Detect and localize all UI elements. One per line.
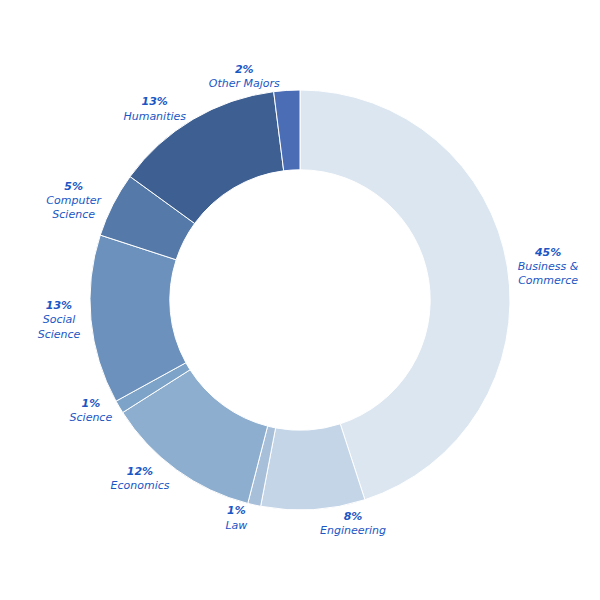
svg-text:12%Economics: 12%Economics — [110, 465, 169, 492]
svg-text:45%Business &Commerce: 45%Business &Commerce — [518, 246, 579, 288]
svg-text:13%Humanities: 13%Humanities — [123, 95, 186, 122]
svg-text:13%SocialScience: 13%SocialScience — [38, 299, 81, 341]
svg-text:8%Engineering: 8%Engineering — [320, 510, 386, 537]
svg-text:5%ComputerScience: 5%ComputerScience — [46, 180, 102, 222]
svg-text:1%Science: 1%Science — [70, 397, 113, 424]
svg-text:1%Law: 1%Law — [225, 504, 247, 531]
svg-text:2%Other Majors: 2%Other Majors — [209, 63, 280, 90]
